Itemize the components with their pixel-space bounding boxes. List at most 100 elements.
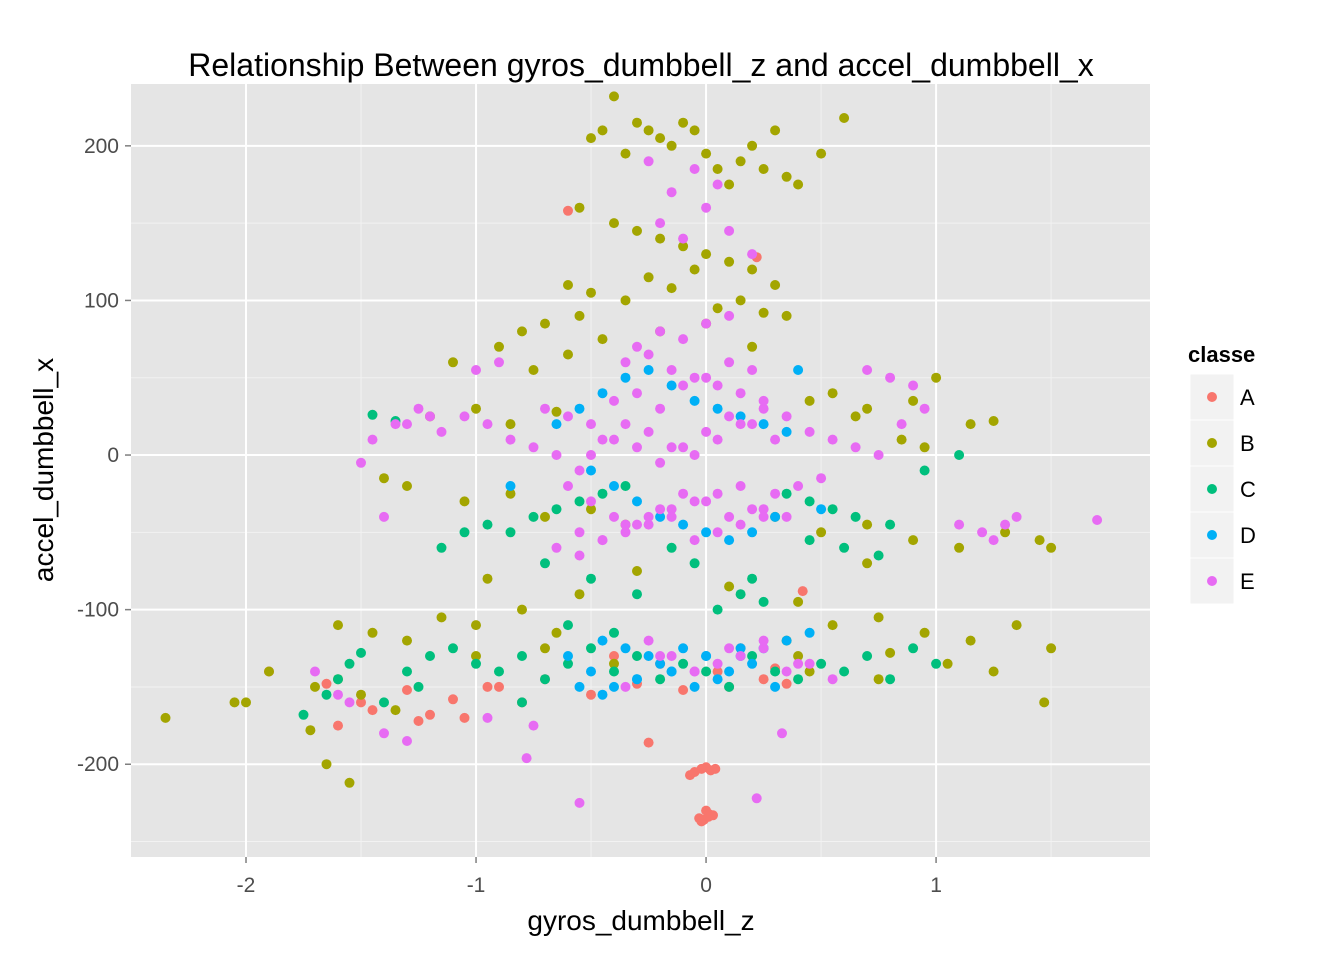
- point-E: [724, 310, 735, 321]
- point-C: [620, 481, 631, 491]
- point-E: [724, 511, 735, 522]
- point-B: [896, 434, 907, 445]
- point-D: [586, 465, 596, 476]
- point-C: [402, 666, 412, 677]
- point-E: [712, 380, 723, 391]
- point-E: [666, 511, 677, 522]
- point-C: [793, 674, 804, 685]
- x-axis-title: gyros_dumbbell_z: [527, 905, 754, 936]
- point-B: [333, 620, 343, 631]
- point-E: [793, 481, 804, 491]
- series-D: [505, 365, 827, 700]
- point-E: [735, 519, 746, 530]
- point-C: [321, 689, 332, 700]
- point-B: [471, 620, 481, 631]
- point-D: [816, 504, 827, 515]
- point-B: [551, 627, 562, 638]
- point-D: [770, 681, 781, 692]
- point-E: [390, 419, 401, 430]
- point-E: [751, 793, 762, 804]
- point-B: [931, 372, 942, 383]
- point-E: [873, 450, 884, 460]
- point-D: [666, 666, 677, 677]
- point-B: [954, 542, 965, 553]
- point-E: [777, 728, 787, 739]
- point-E: [758, 395, 769, 406]
- point-B: [597, 125, 608, 136]
- point-B: [471, 651, 481, 661]
- point-B: [586, 287, 596, 298]
- point-E: [632, 341, 642, 352]
- point-B: [321, 759, 332, 770]
- point-E: [482, 419, 493, 430]
- point-E: [816, 473, 827, 484]
- point-C: [563, 620, 573, 631]
- point-E: [724, 357, 735, 368]
- point-E: [678, 442, 689, 453]
- point-E: [712, 488, 723, 499]
- point-E: [758, 643, 769, 654]
- point-C: [885, 519, 896, 530]
- point-B: [908, 395, 919, 406]
- point-E: [425, 411, 435, 422]
- point-C: [574, 496, 585, 507]
- point-D: [712, 403, 723, 414]
- point-C: [586, 643, 596, 654]
- point-E: [827, 674, 838, 685]
- point-E: [356, 457, 366, 468]
- point-B: [540, 511, 550, 522]
- point-B: [264, 666, 274, 677]
- point-E: [678, 334, 689, 345]
- point-E: [436, 426, 447, 437]
- point-C: [747, 651, 758, 661]
- point-E: [758, 403, 769, 414]
- point-E: [666, 442, 677, 453]
- point-E: [632, 519, 642, 530]
- point-E: [735, 388, 746, 399]
- point-C: [379, 697, 389, 708]
- point-B: [724, 256, 735, 267]
- point-B: [666, 283, 677, 294]
- point-E: [747, 419, 758, 430]
- point-E: [804, 426, 815, 437]
- point-B: [712, 164, 723, 174]
- point-E: [655, 457, 666, 468]
- point-B: [448, 357, 458, 368]
- point-A: [448, 694, 458, 705]
- point-B: [793, 179, 804, 190]
- point-D: [655, 511, 666, 522]
- point-E: [689, 164, 700, 174]
- point-C: [505, 527, 516, 538]
- legend-title: classe: [1188, 342, 1255, 367]
- point-B: [747, 140, 758, 151]
- plot-panel: [131, 84, 1150, 857]
- x-axis-ticks: -2 -1 0 1: [237, 857, 942, 897]
- point-D: [770, 511, 781, 522]
- point-B: [816, 148, 827, 159]
- point-E: [609, 395, 619, 406]
- point-D: [643, 651, 654, 661]
- point-C: [413, 681, 424, 692]
- point-B: [781, 310, 792, 321]
- point-B: [310, 681, 320, 692]
- point-C: [781, 488, 792, 499]
- point-A: [758, 674, 769, 685]
- point-B: [873, 674, 884, 685]
- point-B: [609, 218, 619, 229]
- point-A: [710, 763, 721, 774]
- point-B: [988, 416, 999, 426]
- point-E: [758, 635, 769, 646]
- point-E: [528, 720, 539, 731]
- point-C: [563, 658, 573, 669]
- y-tick-label: 0: [107, 444, 119, 467]
- point-E: [379, 728, 389, 739]
- point-D: [712, 674, 723, 685]
- point-C: [873, 550, 884, 561]
- point-D: [678, 519, 689, 530]
- point-B: [712, 303, 723, 314]
- point-B: [356, 689, 366, 700]
- point-E: [724, 643, 735, 654]
- point-C: [885, 674, 896, 685]
- point-D: [597, 635, 608, 646]
- point-D: [666, 380, 677, 391]
